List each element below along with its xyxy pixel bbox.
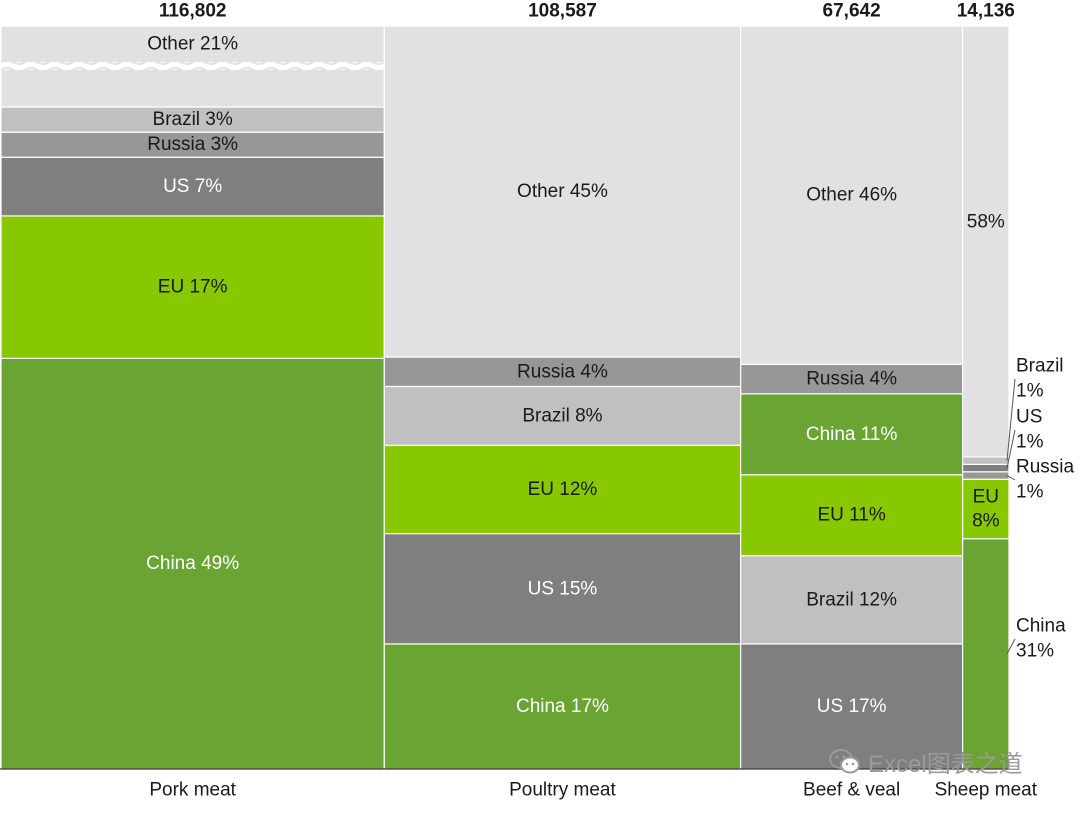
segment-pork-meat-russia-label: Russia 3% bbox=[147, 134, 238, 155]
segment-beef-veal-other-label: Other 46% bbox=[806, 185, 897, 206]
segment-sheep-meat-russia-label-line2: 1% bbox=[1016, 482, 1044, 503]
wechat-icon bbox=[829, 748, 860, 773]
segment-beef-veal-brazil-label: Brazil 12% bbox=[806, 589, 897, 610]
category-sheep-meat: Sheep meat bbox=[935, 780, 1038, 801]
segment-beef-veal-us bbox=[740, 643, 964, 770]
category-beef-veal: Beef & veal bbox=[803, 780, 900, 801]
axis-break-band bbox=[1, 62, 385, 70]
segment-sheep-meat-china-label-line2: 31% bbox=[1016, 641, 1054, 662]
segment-sheep-meat-eu bbox=[962, 478, 1010, 540]
segment-sheep-meat-us bbox=[962, 463, 1010, 473]
watermark-text: Excel图表之道 bbox=[868, 751, 1023, 778]
segment-beef-veal-us-label: US 17% bbox=[817, 696, 887, 717]
segment-poultry-meat-us-label: US 15% bbox=[528, 578, 598, 599]
segment-sheep-meat-eu-label-line1: EU bbox=[973, 486, 999, 507]
segment-beef-veal-russia-label: Russia 4% bbox=[806, 369, 897, 390]
segments-layer bbox=[0, 25, 1010, 770]
total-sheep-meat: 14,136 bbox=[957, 1, 1015, 22]
segment-pork-meat-eu bbox=[0, 215, 385, 359]
segment-pork-meat-us-label: US 7% bbox=[163, 176, 222, 197]
segment-poultry-meat-brazil-label: Brazil 8% bbox=[522, 405, 602, 426]
segment-pork-meat-china-label: China 49% bbox=[146, 553, 239, 574]
total-pork-meat: 116,802 bbox=[159, 1, 227, 22]
segment-sheep-meat-russia-leader bbox=[1006, 475, 1016, 481]
segment-pork-meat-brazil-label: Brazil 3% bbox=[153, 109, 233, 130]
segment-sheep-meat-brazil-label-line2: 1% bbox=[1016, 381, 1044, 402]
segment-sheep-meat-russia bbox=[962, 471, 1010, 480]
segment-sheep-meat-us-leader bbox=[1006, 429, 1016, 469]
category-poultry-meat: Poultry meat bbox=[509, 780, 616, 801]
segment-poultry-meat-other-label: Other 45% bbox=[517, 181, 608, 202]
segment-poultry-meat-us bbox=[383, 532, 742, 645]
segment-sheep-meat-brazil-label-line1: Brazil bbox=[1016, 356, 1064, 377]
segment-sheep-meat-us-label-line2: 1% bbox=[1016, 432, 1044, 453]
segment-sheep-meat-brazil bbox=[962, 456, 1010, 465]
segment-beef-veal-china-label: China 11% bbox=[806, 424, 898, 445]
column-totals-layer: 116,802 108,587 67,642 14,136 bbox=[159, 1, 1015, 22]
segment-pork-meat-china bbox=[0, 357, 385, 770]
segment-sheep-meat-eu-label-line2: 8% bbox=[972, 510, 1000, 531]
segment-poultry-meat-eu-label: EU 12% bbox=[528, 479, 598, 500]
axis-break-wave-top bbox=[0, 59, 385, 65]
segment-sheep-meat-other bbox=[962, 25, 1010, 458]
segment-poultry-meat-china bbox=[383, 643, 742, 770]
category-pork-meat: Pork meat bbox=[149, 780, 236, 801]
category-labels-layer: Pork meat Poultry meat Beef & veal Sheep me… bbox=[149, 780, 1037, 801]
segment-poultry-meat-russia-label: Russia 4% bbox=[517, 361, 608, 382]
segment-sheep-meat-russia-label-line1: Russia bbox=[1016, 457, 1075, 478]
segment-beef-veal-brazil bbox=[740, 555, 964, 645]
total-beef-veal: 67,642 bbox=[823, 1, 881, 22]
segment-beef-veal-other bbox=[740, 25, 964, 365]
segment-sheep-meat-china-label-line1: China bbox=[1016, 616, 1066, 637]
axis-break-wave-bottom bbox=[0, 67, 385, 73]
segment-sheep-meat-china-leader bbox=[1006, 638, 1016, 655]
segment-pork-meat-brazil bbox=[0, 106, 385, 133]
segment-beef-veal-eu-label: EU 11% bbox=[817, 505, 885, 526]
segment-poultry-meat-other bbox=[383, 25, 742, 358]
total-poultry-meat: 108,587 bbox=[528, 1, 597, 22]
segment-sheep-meat-other-label: 58% bbox=[967, 212, 1005, 233]
segment-poultry-meat-eu bbox=[383, 444, 742, 535]
segment-sheep-meat-china bbox=[962, 538, 1010, 770]
segment-beef-veal-russia bbox=[740, 363, 964, 395]
watermark: Excel图表之道 bbox=[828, 744, 1023, 779]
segment-sheep-meat-us-label-line1: US bbox=[1016, 407, 1042, 428]
segment-pork-meat-eu-label: EU 17% bbox=[158, 277, 228, 298]
segment-beef-veal-eu bbox=[740, 474, 964, 557]
segment-labels-layer: China 49% EU 17% US 7% Russia 3% Brazil 3% Ot… bbox=[146, 34, 1074, 717]
segment-poultry-meat-china-label: China 17% bbox=[516, 696, 609, 717]
segment-sheep-meat-brazil-leader bbox=[1006, 378, 1016, 461]
segment-pork-meat-other-label: Other 21% bbox=[147, 34, 238, 55]
